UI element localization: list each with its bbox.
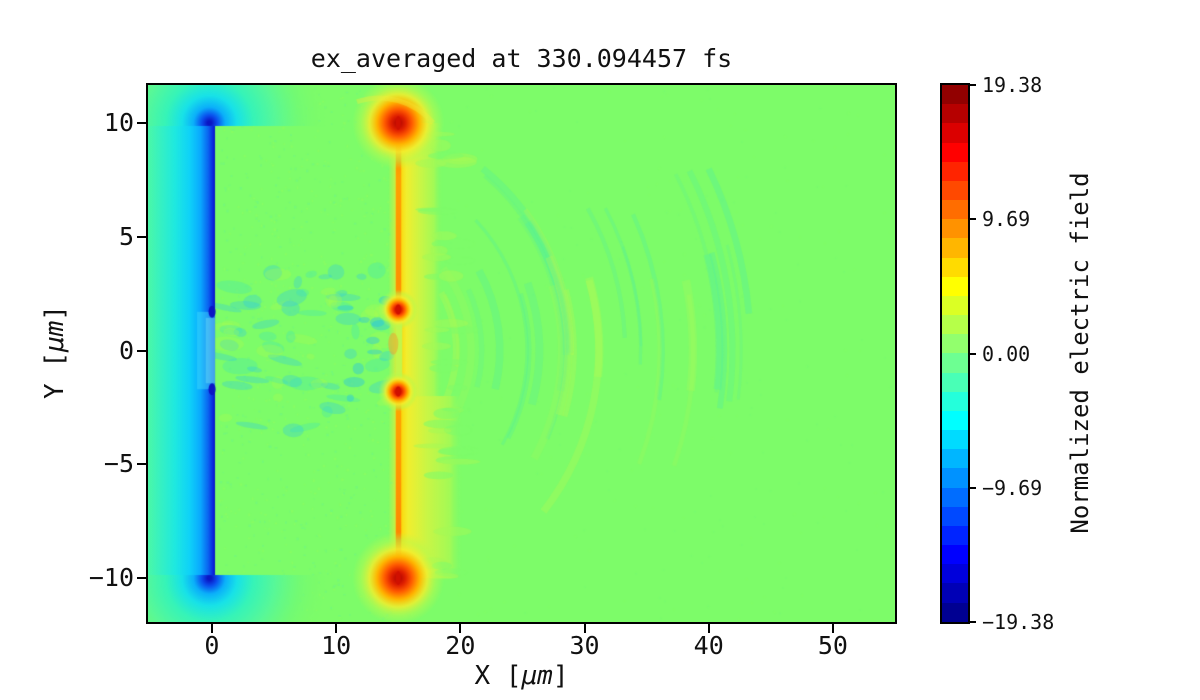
colorbar-band (942, 161, 968, 181)
y-axis-label-unit: μm (40, 320, 70, 352)
y-tick-mark (137, 235, 146, 238)
x-axis-label: X [μm] (148, 661, 895, 691)
y-tick-label: −10 (88, 563, 134, 593)
y-axis-label-close: ] (40, 305, 70, 321)
x-tick-label: 30 (569, 631, 600, 660)
colorbar-band (942, 525, 968, 546)
colorbar-band (942, 602, 968, 622)
x-tick-label: 10 (321, 631, 352, 660)
colorbar-band (942, 200, 968, 220)
x-tick-mark (210, 624, 213, 633)
colorbar-tick-label: 9.69 (982, 207, 1031, 232)
colorbar-band (942, 123, 968, 143)
colorbar-band (942, 506, 968, 526)
colorbar-band (942, 410, 968, 431)
x-axis-label-close: ] (552, 661, 569, 691)
x-tick-mark (831, 624, 834, 633)
colorbar-band (942, 295, 968, 316)
colorbar-band (942, 391, 968, 411)
colorbar-tick-label: 0.00 (982, 341, 1031, 366)
x-tick-label: 20 (445, 631, 476, 660)
x-tick-label: 40 (693, 631, 724, 660)
y-tick-mark (137, 463, 146, 466)
colorbar-band (942, 238, 968, 258)
colorbar-tick-mark (968, 621, 976, 623)
x-tick-label: 0 (204, 631, 220, 660)
colorbar-band (942, 85, 968, 105)
chart-title: ex_averaged at 330.094457 fs (310, 44, 733, 73)
colorbar-band (942, 180, 968, 201)
colorbar-band (942, 487, 968, 507)
colorbar-tick-label: −19.38 (982, 610, 1055, 634)
colorbar-label: Normalized electric field (1066, 172, 1094, 534)
heatmap-plot-area (146, 83, 897, 624)
y-axis-label-text: Y [ (40, 352, 70, 399)
colorbar-band (942, 430, 968, 450)
colorbar-tick-mark (968, 218, 976, 221)
colorbar-band (942, 353, 968, 373)
colorbar-band (942, 372, 968, 392)
colorbar-band (942, 257, 968, 277)
y-tick-mark (137, 349, 146, 352)
colorbar-tick-mark (968, 352, 976, 355)
colorbar-band (942, 545, 968, 565)
colorbar-tick-label: −9.69 (982, 475, 1043, 500)
colorbar-tick-mark (968, 486, 976, 489)
x-tick-mark (459, 624, 462, 633)
colorbar-band (942, 468, 968, 488)
x-tick-mark (583, 624, 586, 633)
colorbar-band (942, 315, 968, 335)
colorbar-tick-mark (968, 84, 976, 86)
x-axis-label-unit: μm (521, 661, 553, 691)
y-axis-label: Y [μm] (40, 305, 70, 399)
colorbar-band (942, 583, 968, 603)
y-tick-label: 10 (103, 107, 134, 137)
y-tick-mark (137, 121, 146, 124)
colorbar-band (942, 104, 968, 124)
heatmap-canvas (148, 85, 895, 622)
colorbar-band (942, 449, 968, 469)
y-tick-label: 5 (118, 221, 134, 251)
colorbar-band (942, 142, 968, 162)
colorbar-tick-label: 19.38 (982, 73, 1043, 97)
x-tick-mark (335, 624, 338, 633)
y-tick-label: −5 (103, 449, 134, 479)
colorbar-band (942, 334, 968, 354)
x-tick-mark (707, 624, 710, 633)
x-axis-label-text: X [ (474, 661, 522, 691)
colorbar-band (942, 564, 968, 584)
colorbar-band (942, 276, 968, 296)
y-tick-label: 0 (118, 335, 134, 365)
x-tick-label: 50 (817, 631, 848, 660)
colorbar (940, 83, 970, 624)
y-tick-mark (137, 577, 146, 580)
colorbar-band (942, 219, 968, 239)
